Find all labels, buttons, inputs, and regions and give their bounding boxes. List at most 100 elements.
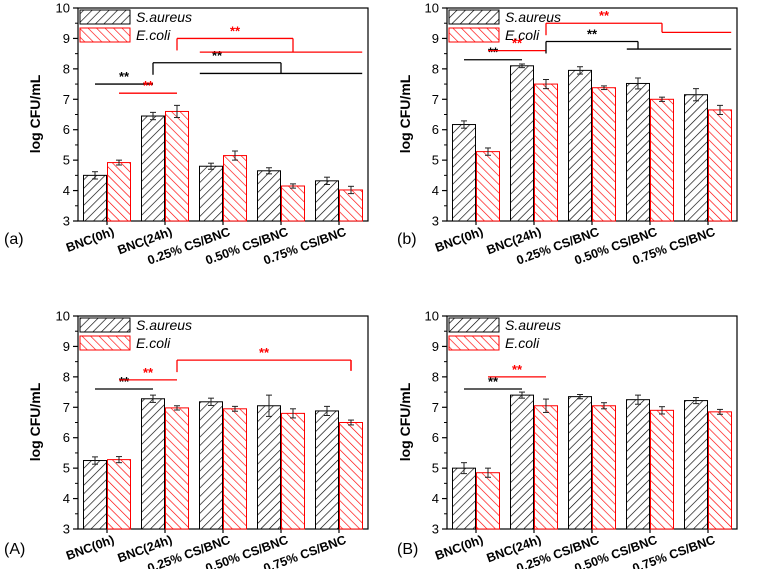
- bar-ecoli: [708, 411, 732, 530]
- y-tick-label: 9: [63, 339, 70, 354]
- bar-saureus: [568, 396, 592, 530]
- y-tick-label: 7: [63, 92, 70, 107]
- bar-ecoli: [476, 151, 500, 222]
- bar-saureus: [452, 467, 476, 530]
- significance-label: **: [587, 26, 598, 41]
- bar-ecoli: [223, 408, 247, 530]
- significance-label: **: [488, 374, 499, 389]
- significance-label: **: [599, 8, 610, 23]
- y-tick-label: 3: [432, 214, 439, 229]
- bar-saureus: [626, 82, 650, 222]
- y-tick-label: 8: [432, 61, 439, 76]
- bar-saureus: [83, 174, 107, 222]
- significance-label: **: [119, 374, 130, 389]
- bar-saureus: [510, 65, 534, 222]
- significance-bracket: **: [545, 26, 732, 54]
- legend-swatch-ecoli: [79, 27, 131, 43]
- bar-saureus: [199, 165, 223, 222]
- x-tick-label: BNC(0h): [64, 225, 116, 255]
- y-tick-label: 5: [63, 153, 70, 168]
- bar-ecoli: [107, 162, 131, 222]
- y-axis-title: log CFU/mL: [397, 74, 413, 153]
- legend: S.aureus E.coli: [79, 9, 192, 43]
- x-tick-label: BNC(0h): [64, 533, 116, 563]
- bar-ecoli: [281, 412, 305, 530]
- significance-label: **: [143, 78, 154, 93]
- legend: S.aureus E.coli: [448, 317, 561, 351]
- panel-label: (B): [397, 541, 418, 558]
- y-tick-label: 10: [425, 309, 439, 324]
- bar-saureus: [684, 400, 708, 530]
- legend: S.aureus E.coli: [448, 9, 561, 43]
- significance-label: **: [512, 362, 523, 377]
- legend-swatch-ecoli: [448, 27, 500, 43]
- y-tick-label: 9: [63, 31, 70, 46]
- legend-label-saureus: S.aureus: [505, 317, 561, 333]
- y-tick-label: 5: [432, 153, 439, 168]
- panel-label: (b): [397, 231, 417, 248]
- bar-saureus: [257, 405, 281, 530]
- legend-swatch-saureus: [79, 317, 131, 333]
- significance-bracket: **: [464, 374, 522, 390]
- significance-bracket: **: [176, 23, 363, 53]
- y-tick-label: 9: [432, 31, 439, 46]
- y-tick-label: 10: [56, 1, 70, 16]
- significance-label: **: [119, 69, 130, 84]
- y-axis-title: log CFU/mL: [27, 382, 43, 461]
- y-tick-label: 4: [432, 491, 439, 506]
- significance-label: **: [212, 48, 223, 63]
- significance-bracket: **: [119, 78, 177, 94]
- y-tick-label: 4: [63, 183, 70, 198]
- x-tick-label: BNC(0h): [433, 533, 485, 563]
- panel-label: (a): [4, 231, 24, 248]
- bar-ecoli: [223, 155, 247, 222]
- legend-label-saureus: S.aureus: [505, 9, 561, 25]
- legend-label-saureus: S.aureus: [136, 9, 192, 25]
- legend: S.aureus E.coli: [79, 317, 192, 351]
- bar-saureus: [199, 401, 223, 530]
- y-tick-label: 3: [63, 522, 70, 537]
- significance-bracket: **: [464, 45, 522, 61]
- significance-bracket: **: [488, 36, 546, 52]
- bar-saureus: [315, 180, 339, 222]
- bar-ecoli: [165, 407, 189, 530]
- significance-label: **: [512, 36, 523, 51]
- y-tick-label: 6: [63, 430, 70, 445]
- bar-ecoli: [107, 459, 131, 530]
- y-axis-title: log CFU/mL: [397, 382, 413, 461]
- bar-ecoli: [281, 185, 305, 222]
- significance-bracket: **: [95, 374, 153, 390]
- bar-ecoli: [650, 409, 674, 530]
- y-tick-label: 4: [63, 491, 70, 506]
- bar-saureus: [568, 69, 592, 222]
- y-tick-label: 6: [63, 122, 70, 137]
- legend-swatch-saureus: [448, 9, 500, 25]
- legend-label-saureus: S.aureus: [136, 317, 192, 333]
- significance-bracket: **: [119, 365, 177, 381]
- y-tick-label: 8: [63, 369, 70, 384]
- legend-label-ecoli: E.coli: [505, 27, 540, 43]
- legend-swatch-ecoli: [79, 335, 131, 351]
- bar-saureus: [510, 394, 534, 530]
- bar-ecoli: [165, 110, 189, 222]
- legend-swatch-saureus: [79, 9, 131, 25]
- legend-swatch-saureus: [448, 317, 500, 333]
- bar-ecoli: [592, 405, 616, 530]
- bar-saureus: [626, 399, 650, 530]
- y-tick-label: 4: [432, 183, 439, 198]
- y-tick-label: 3: [63, 214, 70, 229]
- y-tick-label: 6: [432, 430, 439, 445]
- legend-label-ecoli: E.coli: [136, 335, 171, 351]
- bar-ecoli: [339, 189, 363, 222]
- panel-label: (A): [4, 541, 25, 558]
- bar-saureus: [257, 170, 281, 222]
- x-tick-label: BNC(0h): [433, 225, 485, 255]
- y-tick-label: 5: [63, 461, 70, 476]
- legend-swatch-ecoli: [448, 335, 500, 351]
- significance-label: **: [143, 365, 154, 380]
- bar-ecoli: [708, 109, 732, 222]
